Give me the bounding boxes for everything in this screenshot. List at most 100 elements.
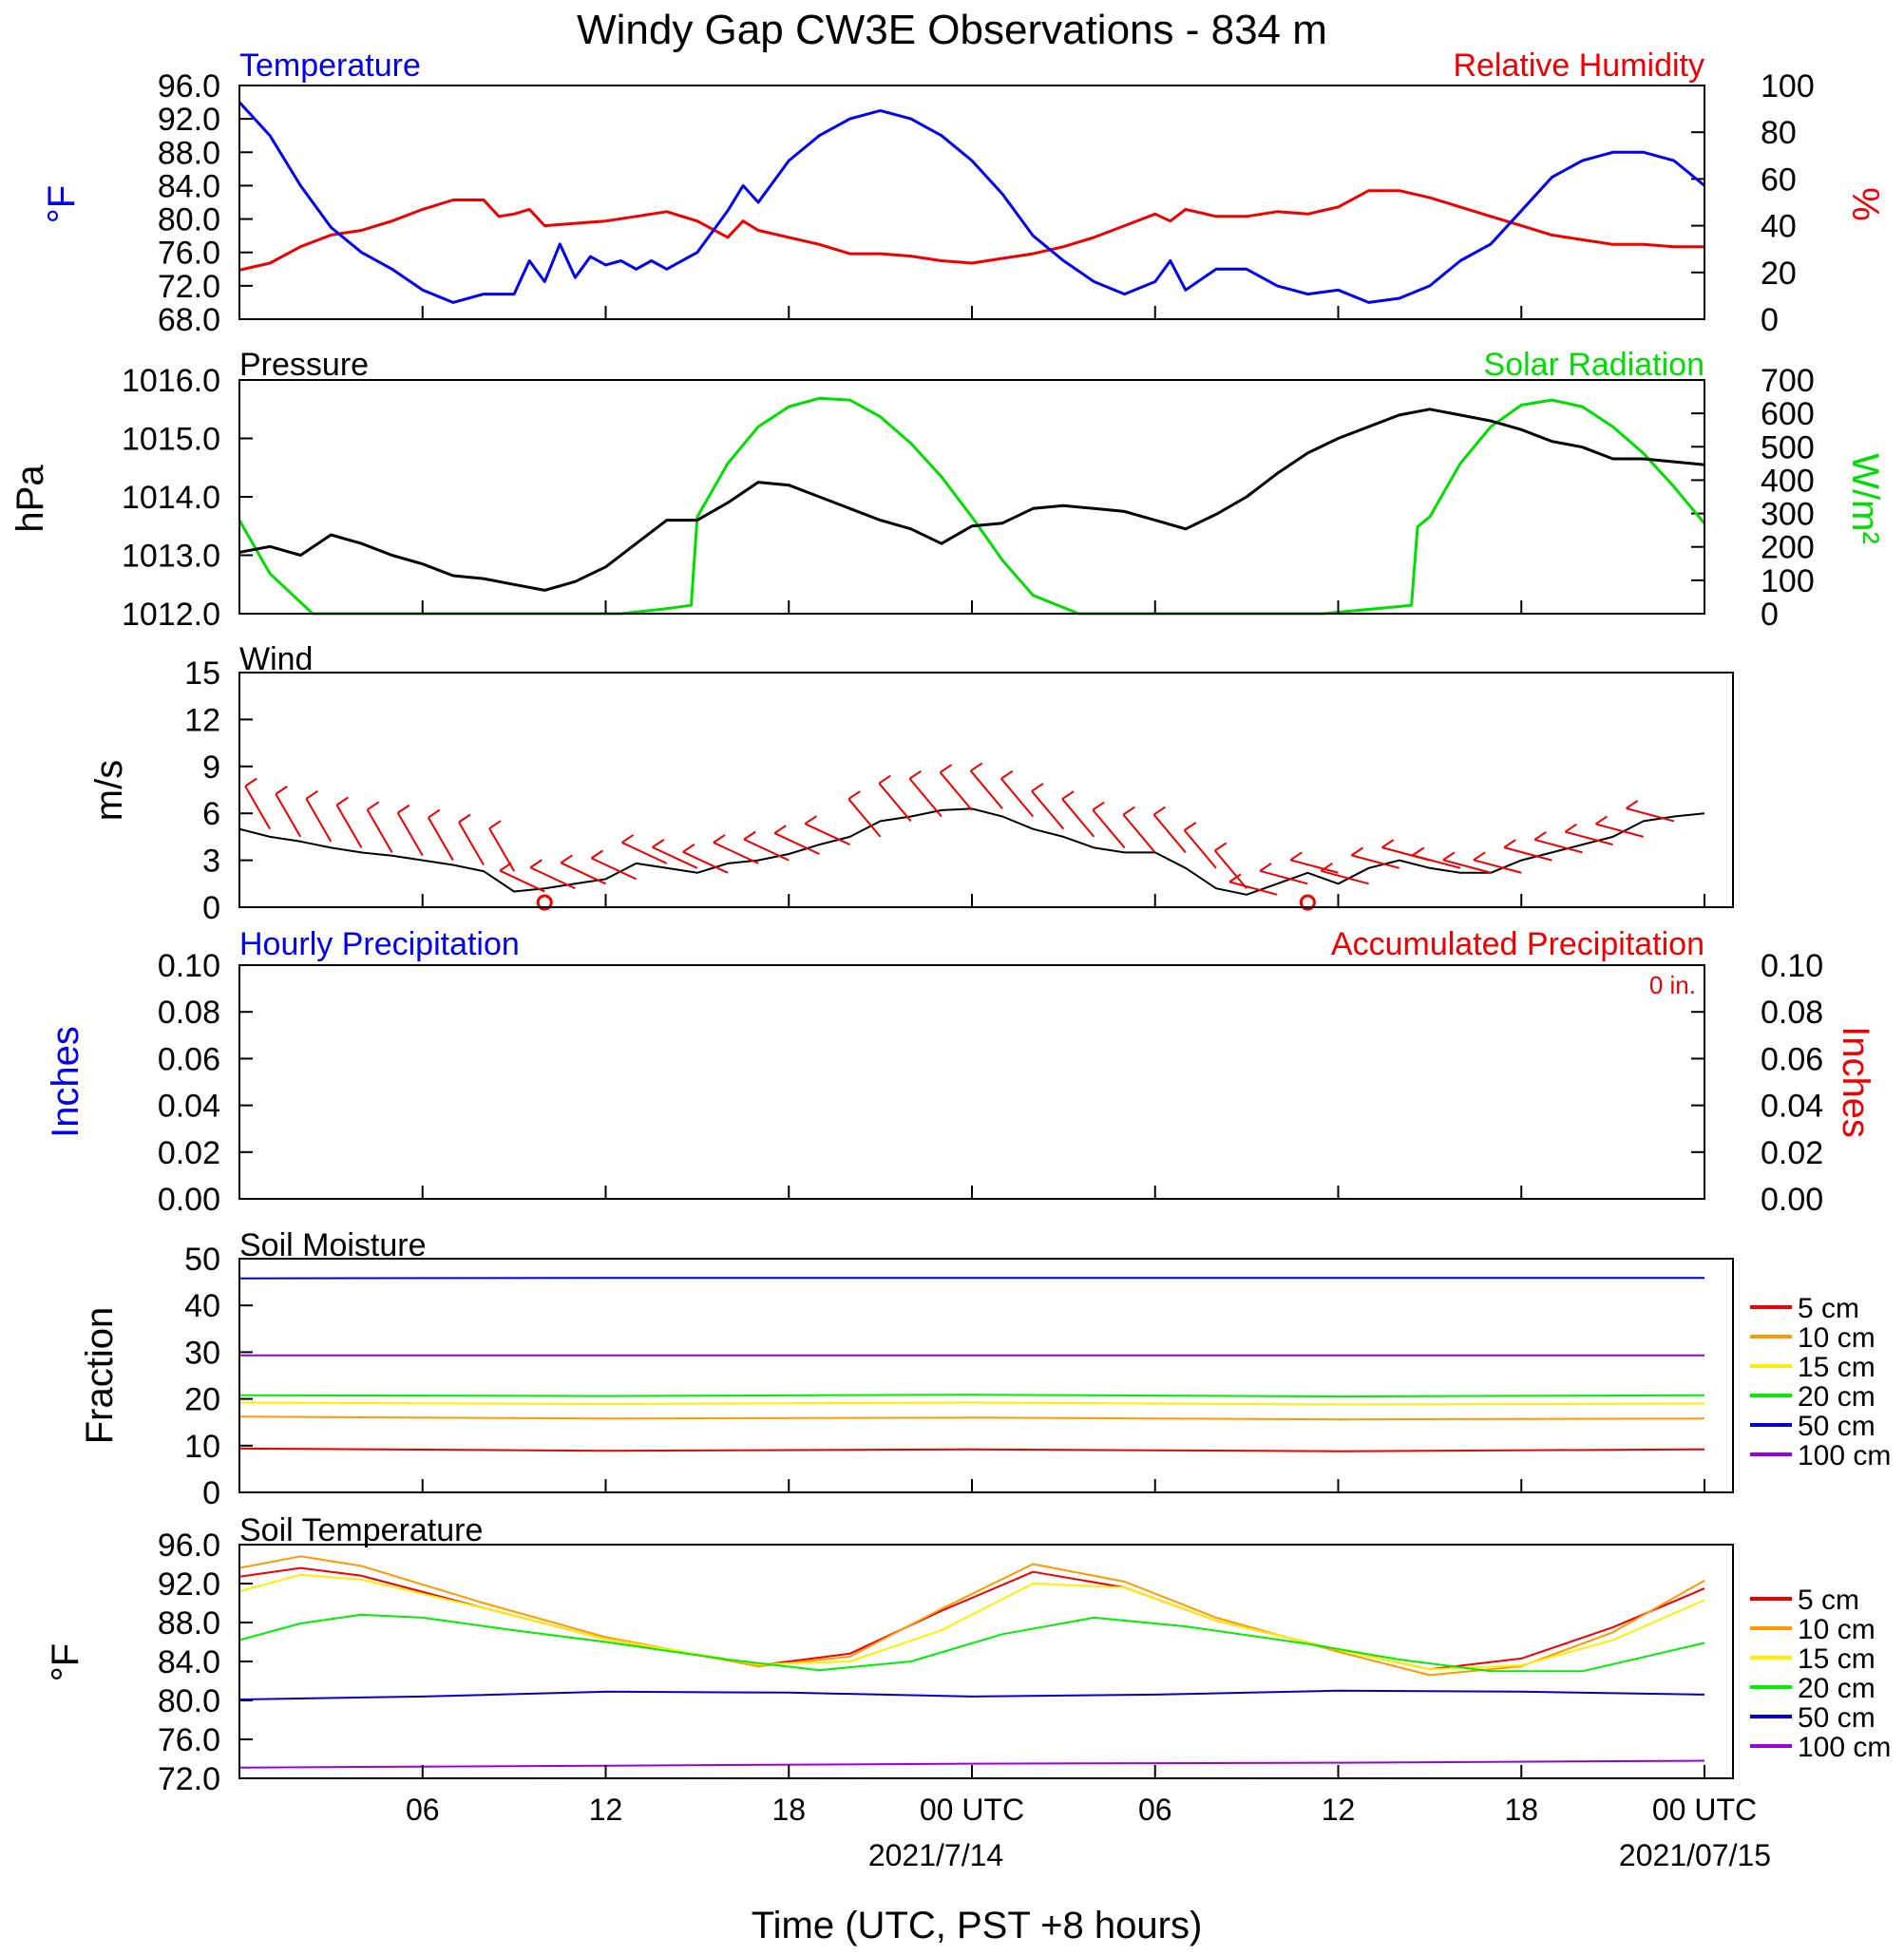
wind-barb <box>560 854 606 885</box>
solar-axis-label: W/m² <box>1844 453 1886 544</box>
hourly-precip-axis-label: Inches <box>45 1026 86 1138</box>
tick-label: 10 <box>184 1429 220 1465</box>
panel-wind: Wind m/s 15 12 9 6 3 0 <box>88 641 1734 926</box>
wind-barb <box>1061 790 1095 838</box>
soil-moisture-title: Soil Moisture <box>239 1227 427 1263</box>
wind-barb <box>652 839 698 869</box>
panel-frame <box>238 85 1705 320</box>
humidity-line <box>238 189 1704 272</box>
pressure-tick-labels: 1016.0 1015.0 1014.0 1013.0 1012.0 <box>122 363 253 633</box>
soil-line-20cm <box>238 1613 1705 1673</box>
wind-barb <box>878 774 912 823</box>
wind-barb <box>1594 815 1645 838</box>
hourly-precip-title: Hourly Precipitation <box>239 926 520 962</box>
wind-barb <box>804 815 850 846</box>
accumulated-precip-title: Accumulated Precipitation <box>1331 926 1704 962</box>
pressure-title: Pressure <box>239 347 369 383</box>
legend-label: 15 cm <box>1798 1352 1875 1383</box>
tick-label: 1013.0 <box>122 539 220 575</box>
wind-barb <box>1412 846 1461 869</box>
soil-line-15cm <box>238 1573 1705 1671</box>
wind-axis-label: m/s <box>88 760 130 821</box>
accumulated-precip-tick-labels: 0.10 0.08 0.06 0.04 0.02 0.00 <box>1691 948 1823 1218</box>
wind-barb <box>1533 831 1583 854</box>
wind-barb <box>335 796 363 848</box>
wind-barb <box>499 862 545 893</box>
tick-label: 200 <box>1761 530 1815 566</box>
tick-label: 88.0 <box>158 1605 220 1642</box>
tick-label: 50 <box>184 1242 220 1278</box>
tick-label: 76.0 <box>158 236 220 272</box>
legend-label: 10 cm <box>1798 1614 1875 1645</box>
tick-label: 1012.0 <box>122 597 220 633</box>
figure-title: Windy Gap CW3E Observations - 834 m <box>577 7 1327 53</box>
legend-label: 20 cm <box>1798 1381 1875 1413</box>
tick-label: 0.06 <box>158 1041 220 1077</box>
tick-label: 20 <box>184 1382 220 1418</box>
tick-label: 3 <box>202 844 220 880</box>
legend-label: 20 cm <box>1798 1673 1875 1704</box>
wind-barb <box>1092 801 1126 849</box>
wind-barb <box>458 813 485 866</box>
calm-wind-marker <box>1299 894 1316 911</box>
tick-label: 0 <box>202 890 220 926</box>
panel-frame <box>238 672 1734 908</box>
wind-barb <box>1213 842 1247 889</box>
wind-barb <box>428 808 454 862</box>
legend-label: 50 cm <box>1798 1411 1875 1442</box>
wind-barb <box>1289 851 1339 874</box>
pressure-line <box>238 408 1705 592</box>
soil-line-20cm <box>238 1394 1705 1398</box>
wind-barb <box>743 830 790 862</box>
tick-label: 20 <box>1761 256 1797 292</box>
soil-temperature-tick-labels: 96.092.088.084.080.076.072.0 <box>158 1528 253 1797</box>
wind-barb <box>275 786 302 838</box>
wind-barb <box>682 843 729 874</box>
tick-label: 0.02 <box>1761 1135 1823 1171</box>
tick-label: 84.0 <box>158 1644 220 1680</box>
tick-label: 0 <box>1761 302 1779 338</box>
tick-label: 0.04 <box>1761 1089 1823 1125</box>
date-label-1: 2021/7/14 <box>868 1838 1003 1872</box>
tick-label: 1016.0 <box>122 363 220 399</box>
soil-moisture-tick-labels: 50 40 30 20 10 0 <box>184 1242 253 1511</box>
wind-barb <box>969 762 1003 809</box>
wind-title: Wind <box>239 641 313 677</box>
x-tick-label: 00 UTC <box>920 1793 1024 1827</box>
wind-barb <box>1503 839 1552 862</box>
wind-barb <box>1259 863 1308 885</box>
soil-line-15cm <box>238 1401 1705 1406</box>
wind-barb <box>396 804 424 857</box>
wind-barb <box>847 790 882 838</box>
panel-temperature-humidity: Temperature Relative Humidity °F % 96.09… <box>41 47 1886 338</box>
soil-line-5cm <box>238 1447 1705 1452</box>
temperature-title: Temperature <box>239 47 421 84</box>
legend-label: 15 cm <box>1798 1643 1875 1675</box>
wind-barb <box>1152 806 1187 854</box>
tick-label: 300 <box>1761 497 1815 533</box>
tick-label: 500 <box>1761 429 1815 465</box>
x-tick-label: 00 UTC <box>1652 1793 1757 1827</box>
wind-barb <box>621 834 668 864</box>
legend-label: 100 cm <box>1798 1732 1891 1763</box>
legend-label: 5 cm <box>1798 1293 1859 1324</box>
tick-label: 68.0 <box>158 302 220 338</box>
tick-label: 1015.0 <box>122 422 220 458</box>
wind-barb <box>1320 863 1369 885</box>
wind-barb <box>908 769 942 818</box>
x-tick-label: 12 <box>589 1793 623 1827</box>
tick-label: 100 <box>1761 563 1815 599</box>
tick-label: 60 <box>1761 161 1797 198</box>
legend-label: 100 cm <box>1798 1440 1891 1471</box>
tick-label: 0 <box>202 1475 220 1511</box>
date-label-2: 2021/07/15 <box>1619 1838 1771 1872</box>
panel-frame <box>238 379 1705 615</box>
soil-line-10cm <box>238 1415 1705 1421</box>
tick-label: 92.0 <box>158 102 220 138</box>
wind-barb <box>244 777 271 830</box>
wind-barb <box>1473 851 1522 874</box>
tick-label: 100 <box>1761 68 1815 104</box>
